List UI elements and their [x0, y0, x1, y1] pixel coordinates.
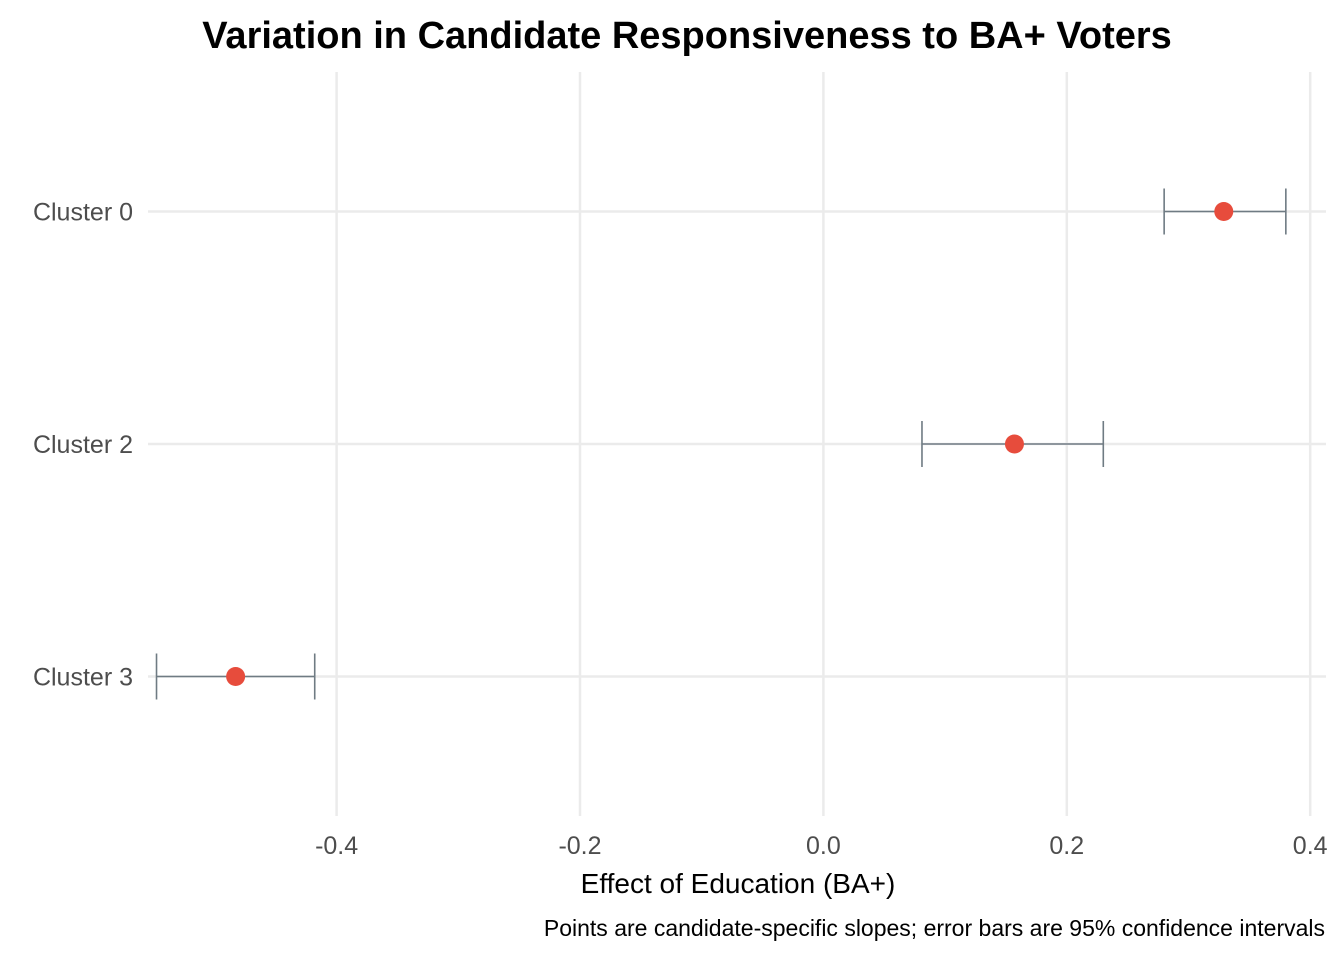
- y-tick-label: Cluster 0: [33, 199, 133, 227]
- x-axis-tick-labels: -0.4 -0.2 0.0 0.2 0.4: [315, 832, 1328, 860]
- estimate-point: [1214, 202, 1234, 221]
- y-axis-tick-labels: Cluster 0 Cluster 2 Cluster 3: [33, 199, 133, 692]
- x-axis-title: Effect of Education (BA+): [581, 868, 896, 899]
- y-tick-label: Cluster 3: [33, 664, 133, 692]
- y-tick-label: Cluster 2: [33, 431, 133, 459]
- points: [226, 202, 1234, 686]
- x-tick-label: -0.2: [558, 832, 601, 860]
- x-tick-label: 0.2: [1049, 832, 1084, 860]
- grid-lines: [148, 72, 1326, 816]
- x-tick-label: 0.0: [806, 832, 841, 860]
- x-tick-label: -0.4: [315, 832, 358, 860]
- x-tick-label: 0.4: [1293, 832, 1328, 860]
- estimate-point: [226, 667, 246, 686]
- estimate-point: [1004, 434, 1024, 454]
- chart-title: Variation in Candidate Responsiveness to…: [202, 15, 1172, 57]
- chart-caption: Points are candidate-specific slopes; er…: [544, 915, 1325, 941]
